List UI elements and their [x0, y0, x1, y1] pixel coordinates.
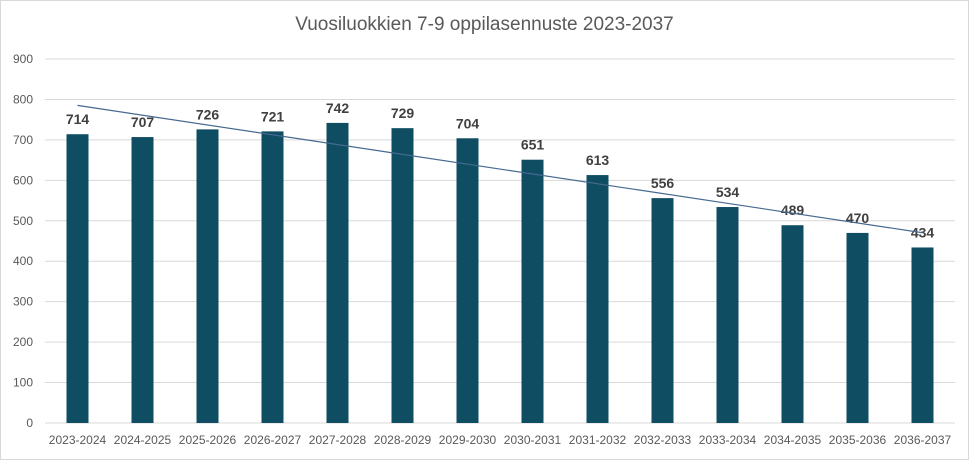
y-tick-label: 100: [13, 376, 33, 390]
data-label: 742: [326, 100, 350, 116]
x-tick-label: 2031-2032: [569, 433, 627, 447]
x-tick-label: 2024-2025: [114, 433, 172, 447]
bar: [521, 159, 544, 423]
y-tick-label: 600: [13, 173, 33, 187]
y-tick-label: 300: [13, 295, 33, 309]
bar: [846, 232, 869, 423]
x-tick-label: 2026-2027: [244, 433, 302, 447]
x-tick-label: 2028-2029: [374, 433, 432, 447]
y-tick-label: 200: [13, 335, 33, 349]
data-label: 726: [196, 106, 220, 122]
bar: [586, 175, 609, 423]
bar: [196, 129, 219, 423]
data-label: 489: [781, 202, 805, 218]
bar: [911, 247, 934, 423]
bar: [781, 225, 804, 423]
trendline: [77, 104, 923, 234]
x-tick-label: 2023-2024: [49, 433, 107, 447]
x-tick-label: 2032-2033: [634, 433, 692, 447]
data-label: 704: [456, 115, 480, 131]
x-tick-label: 2035-2036: [829, 433, 887, 447]
x-tick-label: 2027-2028: [309, 433, 367, 447]
y-tick-label: 800: [13, 92, 33, 106]
data-label: 729: [391, 105, 415, 121]
bar: [131, 137, 154, 423]
data-label: 651: [521, 137, 545, 153]
x-tick-label: 2030-2031: [504, 433, 562, 447]
data-label: 613: [586, 152, 610, 168]
x-tick-label: 2034-2035: [764, 433, 822, 447]
y-tick-label: 500: [13, 214, 33, 228]
y-tick-label: 400: [13, 254, 33, 268]
y-tick-label: 700: [13, 133, 33, 147]
data-label: 556: [651, 175, 675, 191]
bar: [391, 128, 414, 423]
x-tick-label: 2025-2026: [179, 433, 237, 447]
bar: [66, 134, 89, 423]
bar: [456, 138, 479, 423]
bar: [651, 198, 674, 423]
data-label: 434: [911, 224, 935, 240]
y-tick-label: 0: [26, 416, 33, 430]
x-tick-label: 2029-2030: [439, 433, 497, 447]
chart-title: Vuosiluokkien 7-9 oppilasennuste 2023-20…: [295, 14, 674, 35]
data-label: 714: [66, 111, 90, 127]
data-label: 707: [131, 114, 155, 130]
x-tick-label: 2036-2037: [894, 433, 952, 447]
bar: [326, 122, 349, 423]
data-label: 534: [716, 184, 740, 200]
x-tick-label: 2033-2034: [699, 433, 757, 447]
bar: [261, 131, 284, 423]
y-tick-label: 900: [13, 52, 33, 66]
data-label: 721: [261, 108, 285, 124]
bar: [716, 207, 739, 423]
